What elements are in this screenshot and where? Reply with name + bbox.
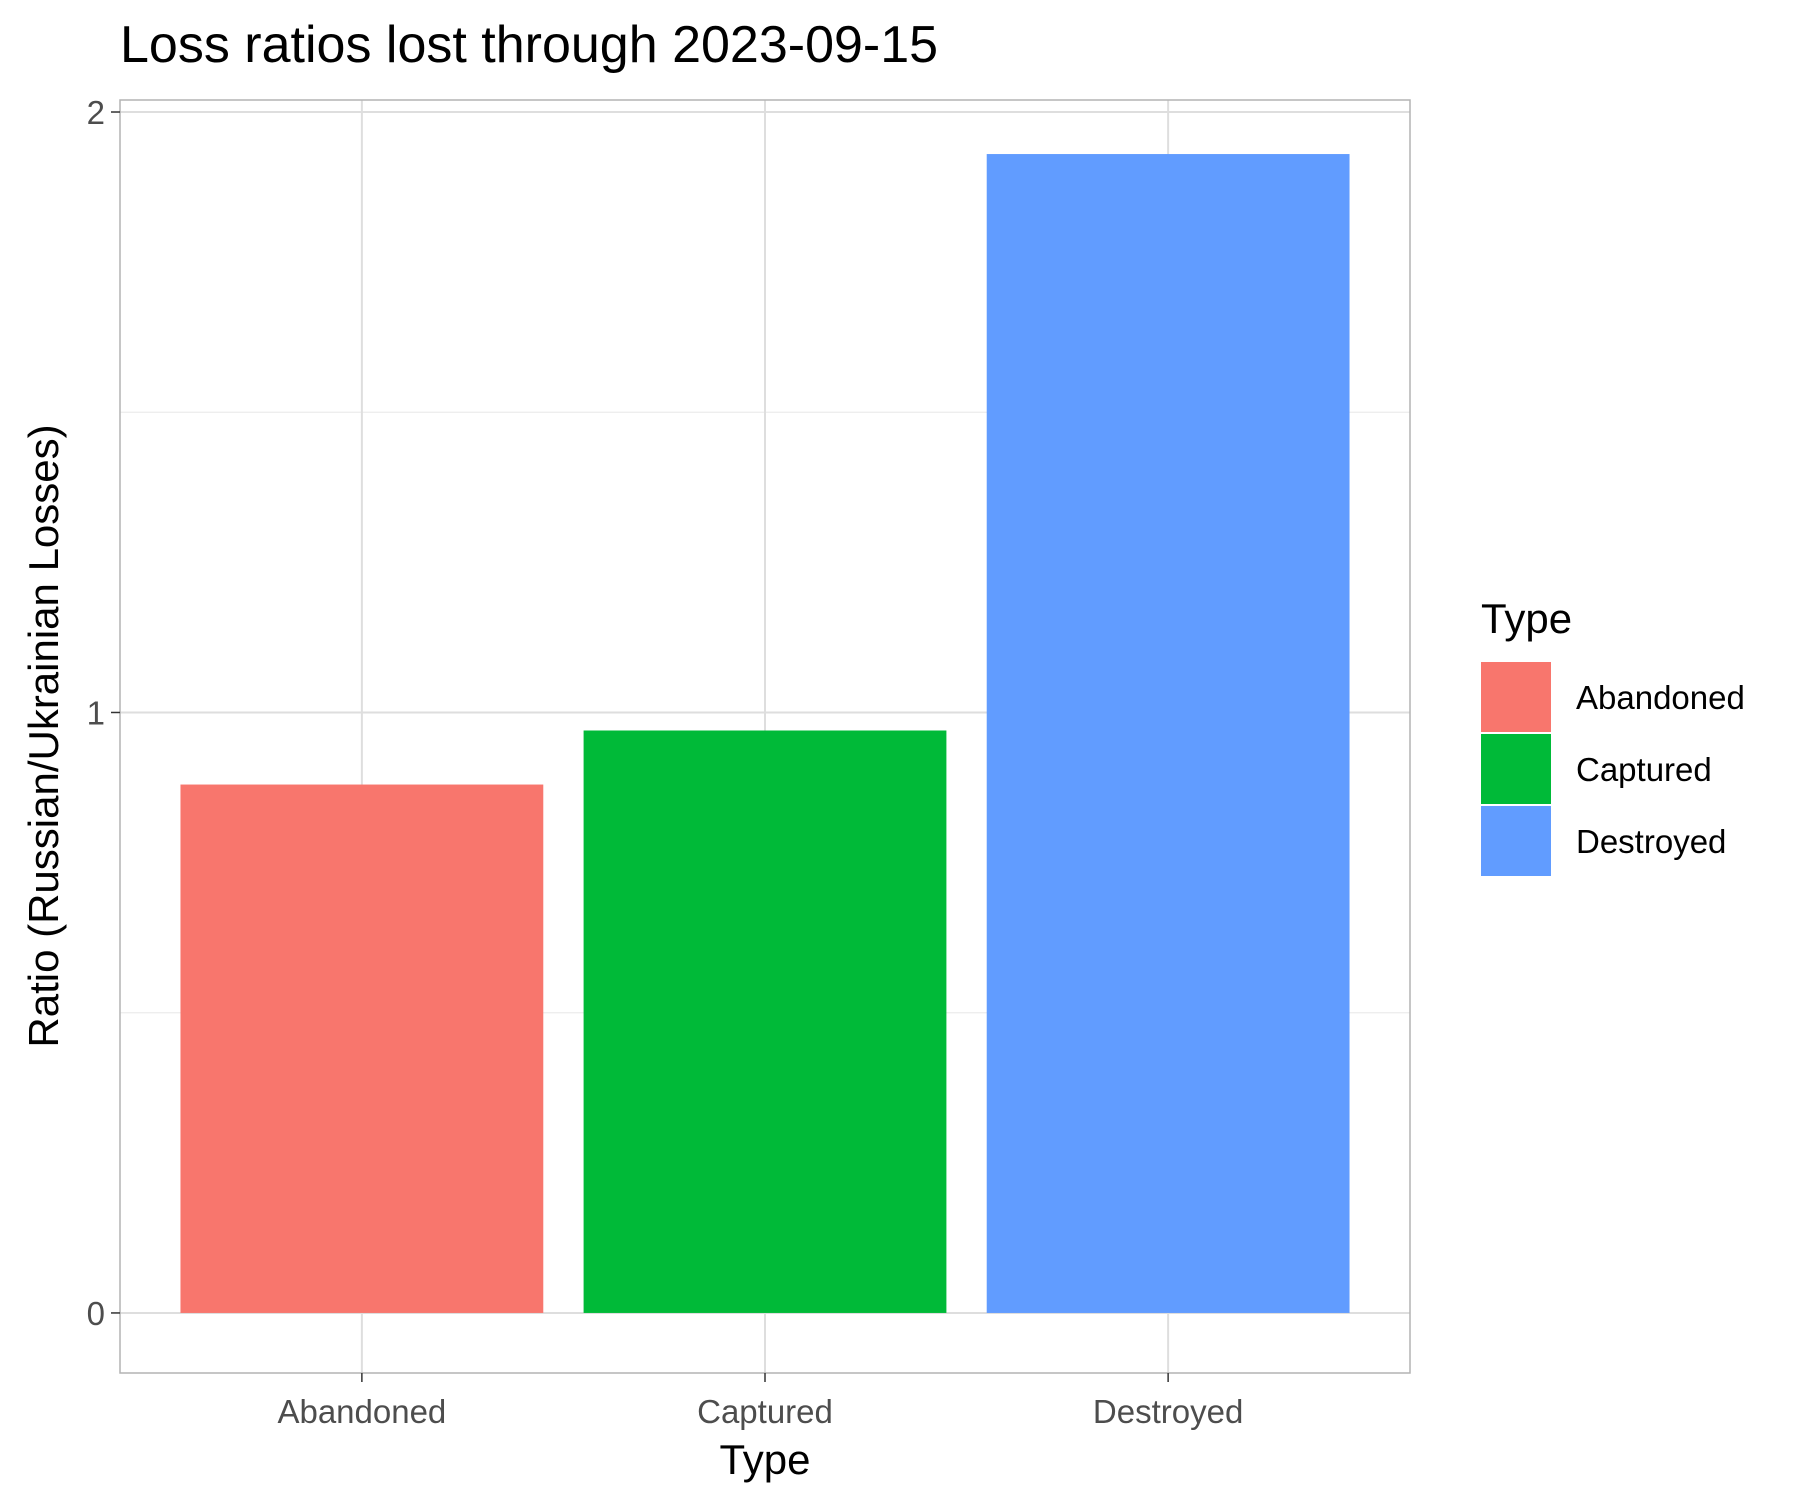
x-axis-ticks: Abandoned Captured Destroyed xyxy=(277,1373,1243,1430)
x-axis-title: Type xyxy=(719,1436,810,1483)
legend-label-captured: Captured xyxy=(1576,751,1712,788)
legend-title: Type xyxy=(1481,595,1572,642)
x-tick-label: Abandoned xyxy=(277,1393,446,1430)
legend-key-abandoned xyxy=(1481,662,1551,732)
y-tick-label: 1 xyxy=(87,694,105,731)
bar-destroyed xyxy=(986,154,1350,1313)
x-tick-label: Captured xyxy=(697,1393,833,1430)
legend-label-abandoned: Abandoned xyxy=(1576,679,1745,716)
y-axis-ticks: 0 1 2 xyxy=(87,94,120,1332)
legend-key-captured xyxy=(1481,734,1551,804)
legend: Type Abandoned Captured Destroyed xyxy=(1481,595,1745,876)
bar-abandoned xyxy=(180,784,544,1313)
chart-title: Loss ratios lost through 2023-09-15 xyxy=(120,16,938,74)
legend-items: Abandoned Captured Destroyed xyxy=(1481,662,1745,876)
legend-label-destroyed: Destroyed xyxy=(1576,823,1726,860)
y-axis-title: Ratio (Russian/Ukrainian Losses) xyxy=(20,424,67,1047)
x-tick-label: Destroyed xyxy=(1093,1393,1243,1430)
bars xyxy=(180,154,1350,1313)
bar-captured xyxy=(583,730,947,1313)
y-tick-label: 2 xyxy=(87,94,105,131)
legend-key-destroyed xyxy=(1481,806,1551,876)
y-tick-label: 0 xyxy=(87,1295,105,1332)
